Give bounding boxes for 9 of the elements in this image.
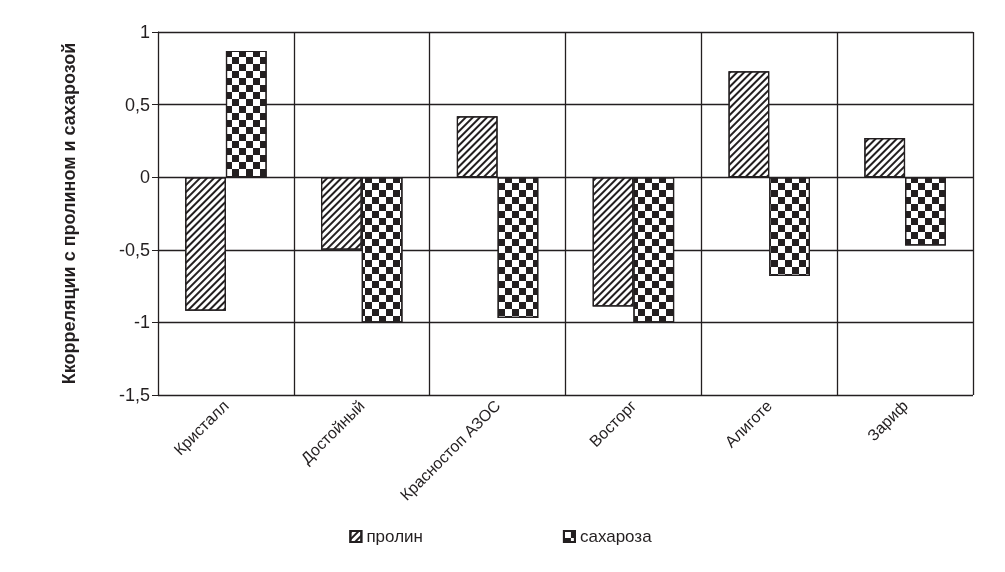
y-tick-label: 1 (139, 22, 150, 42)
y-tick-label: -1,5 (118, 385, 150, 405)
legend-label: пролин (366, 527, 423, 546)
y-tick-label: -0,5 (118, 239, 150, 260)
y-tick-label: 0,5 (124, 94, 150, 115)
legend-label: сахароза (579, 527, 653, 546)
y-tick-label: -1 (133, 312, 150, 333)
y-axis-title: Ккорреляции с пролином и сахарозой (59, 42, 79, 385)
y-tick-label: 0 (139, 167, 150, 188)
